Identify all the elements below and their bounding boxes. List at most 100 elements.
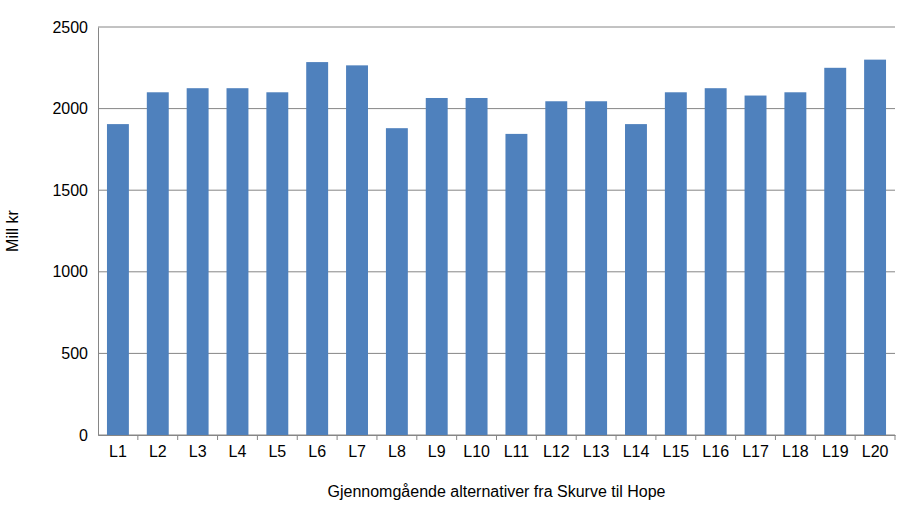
- x-tick-label: L18: [782, 443, 809, 460]
- bar: [426, 98, 448, 435]
- bar: [306, 62, 328, 435]
- bar: [266, 92, 288, 435]
- x-tick-mark: [177, 435, 178, 440]
- x-tick-label: L1: [109, 443, 127, 460]
- x-tick-mark: [337, 435, 338, 440]
- x-tick: L14: [623, 435, 656, 460]
- bar: [227, 88, 249, 435]
- y-tick: 0: [79, 427, 98, 444]
- y-tick-label: 1500: [52, 182, 88, 199]
- x-tick: L9: [428, 435, 457, 460]
- bar: [665, 92, 687, 435]
- grid-line: [98, 108, 895, 109]
- bar: [705, 88, 727, 435]
- bar: [864, 60, 886, 435]
- bar: [545, 101, 567, 435]
- x-tick-label: L12: [543, 443, 570, 460]
- x-tick: L12: [543, 435, 576, 460]
- grid-line: [98, 27, 895, 28]
- x-tick-label: L4: [229, 443, 247, 460]
- grid-line: [98, 353, 895, 354]
- x-tick: L3: [189, 435, 218, 460]
- y-axis-line: [98, 28, 99, 436]
- x-tick-label: L19: [822, 443, 849, 460]
- bar: [745, 96, 767, 435]
- x-tick-label: L7: [348, 443, 366, 460]
- y-tick-label: 500: [61, 345, 88, 362]
- x-tick-mark: [695, 435, 696, 440]
- y-tick-label: 1000: [52, 263, 88, 280]
- x-tick-mark: [536, 435, 537, 440]
- x-tick-label: L3: [189, 443, 207, 460]
- x-tick-label: L10: [463, 443, 490, 460]
- y-tick: 1000: [52, 263, 98, 280]
- x-tick: L20: [862, 435, 895, 460]
- x-tick-label: L16: [702, 443, 729, 460]
- y-tick: 2500: [52, 19, 98, 36]
- x-axis-title: Gjennomgående alternativer fra Skurve ti…: [328, 483, 666, 500]
- x-tick-mark: [297, 435, 298, 440]
- x-tick-mark: [416, 435, 417, 440]
- x-tick: L8: [388, 435, 417, 460]
- x-tick: L16: [702, 435, 735, 460]
- x-tick-mark: [616, 435, 617, 440]
- x-tick-mark: [735, 435, 736, 440]
- bar: [107, 124, 129, 435]
- y-tick: 1500: [52, 182, 98, 199]
- bar: [625, 124, 647, 435]
- x-axis: L1 L2 L3 L4 L5 L6 L7 L8 L9 L10 L11 L12 L13 L14 L15 L16 L…: [99, 435, 896, 460]
- x-tick: L13: [583, 435, 616, 460]
- plot: 05001000150020002500L1L2L3L4L5L6L7L8L9L1…: [52, 19, 895, 461]
- x-tick-mark: [855, 435, 856, 440]
- grid-line: [98, 271, 895, 272]
- x-tick: L6: [308, 435, 337, 460]
- y-tick: 2000: [52, 100, 98, 117]
- x-tick-mark: [456, 435, 457, 440]
- x-tick-mark: [217, 435, 218, 440]
- y-tick-label: 0: [79, 427, 88, 444]
- grid: [98, 27, 895, 435]
- bar: [346, 65, 368, 435]
- x-tick: L19: [822, 435, 855, 460]
- x-tick-mark: [257, 435, 258, 440]
- bar: [386, 128, 408, 435]
- x-tick-mark: [895, 435, 896, 440]
- x-tick: L11: [504, 435, 537, 460]
- y-tick-label: 2500: [52, 19, 88, 36]
- x-tick-label: L6: [308, 443, 326, 460]
- x-tick: L4: [229, 435, 258, 460]
- x-tick: L15: [662, 435, 695, 460]
- x-tick-mark: [376, 435, 377, 440]
- x-tick-label: L5: [268, 443, 286, 460]
- x-tick: L10: [463, 435, 496, 460]
- bar: [466, 98, 488, 435]
- y-tick: 500: [61, 345, 98, 362]
- x-tick: L18: [782, 435, 815, 460]
- x-tick-mark: [576, 435, 577, 440]
- x-tick-mark: [815, 435, 816, 440]
- bar: [585, 101, 607, 435]
- bars: [107, 60, 886, 435]
- x-tick: L7: [348, 435, 377, 460]
- x-tick: L1: [109, 435, 138, 460]
- x-tick: L2: [149, 435, 178, 460]
- bar: [824, 68, 846, 435]
- x-tick-label: L20: [862, 443, 889, 460]
- x-tick: L17: [742, 435, 775, 460]
- x-tick-label: L15: [662, 443, 689, 460]
- chart: 05001000150020002500L1L2L3L4L5L6L7L8L9L1…: [0, 0, 913, 507]
- x-tick-label: L17: [742, 443, 769, 460]
- grid-line: [98, 190, 895, 191]
- x-tick-label: L2: [149, 443, 167, 460]
- y-axis: 0 500 1000 1500 2000 2500: [52, 19, 98, 444]
- y-tick-label: 2000: [52, 100, 88, 117]
- x-tick-mark: [775, 435, 776, 440]
- x-tick: L5: [268, 435, 297, 460]
- x-tick-label: L8: [388, 443, 406, 460]
- x-tick-mark: [137, 435, 138, 440]
- x-tick-mark: [655, 435, 656, 440]
- x-tick-label: L13: [583, 443, 610, 460]
- bar: [505, 134, 527, 435]
- x-tick-mark: [496, 435, 497, 440]
- bar: [784, 92, 806, 435]
